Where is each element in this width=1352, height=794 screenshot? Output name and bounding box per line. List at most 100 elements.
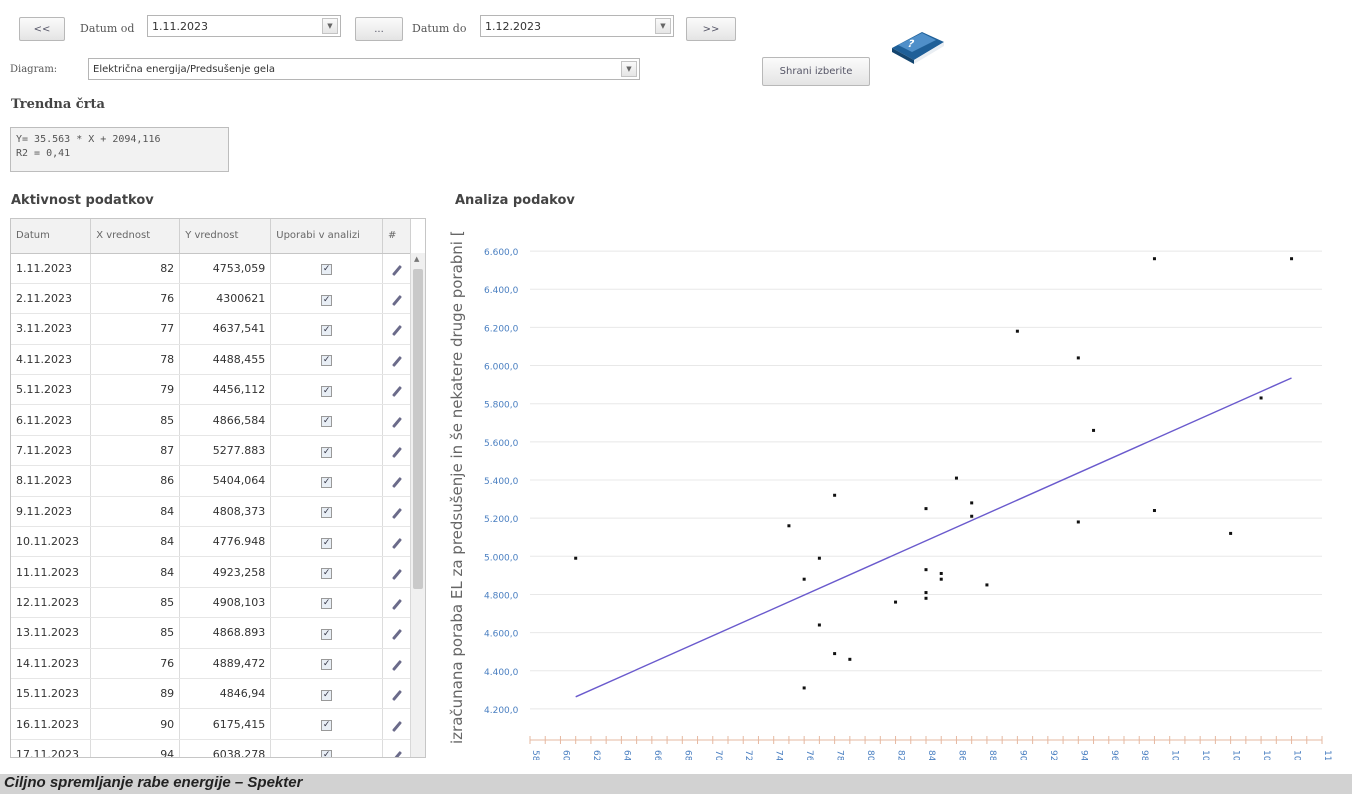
scrollbar-thumb[interactable] <box>413 269 423 589</box>
use-in-analysis-checkbox[interactable]: ✓ <box>321 264 333 276</box>
table-row[interactable]: 11.11.2023 84 4923,258 ✓ <box>11 556 411 588</box>
help-book-icon[interactable]: ? <box>888 22 948 64</box>
next-period-button[interactable]: >> <box>686 17 736 41</box>
table-row[interactable]: 9.11.2023 84 4808,373 ✓ <box>11 496 411 528</box>
cell-x-value: 82 <box>90 253 181 284</box>
y-tick-label: 6.000,0 <box>484 363 519 373</box>
use-in-analysis-checkbox[interactable]: ✓ <box>321 750 333 757</box>
edit-pencil-icon[interactable] <box>391 568 402 580</box>
use-in-analysis-checkbox[interactable]: ✓ <box>321 507 333 519</box>
cell-y-value: 4866,584 <box>179 404 272 436</box>
data-point <box>1152 257 1156 261</box>
table-row[interactable]: 2.11.2023 76 4300621 ✓ <box>11 283 411 315</box>
cell-date: 8.11.2023 <box>11 465 92 497</box>
table-scrollbar[interactable]: ▲ <box>410 253 425 757</box>
use-in-analysis-checkbox[interactable]: ✓ <box>321 659 333 671</box>
edit-pencil-icon[interactable] <box>391 750 402 757</box>
cell-y-value: 4488,455 <box>179 344 272 376</box>
use-in-analysis-checkbox[interactable]: ✓ <box>321 598 333 610</box>
table-row[interactable]: 8.11.2023 86 5404,064 ✓ <box>11 465 411 497</box>
table-row[interactable]: 3.11.2023 77 4637,541 ✓ <box>11 313 411 345</box>
use-in-analysis-checkbox[interactable]: ✓ <box>321 476 333 488</box>
table-row[interactable]: 14.11.2023 76 4889,472 ✓ <box>11 648 411 679</box>
table-row[interactable]: 10.11.2023 84 4776.948 ✓ <box>11 526 411 558</box>
table-row[interactable]: 6.11.2023 85 4866,584 ✓ <box>11 404 411 436</box>
column-header[interactable]: Y vrednost <box>179 219 272 254</box>
edit-pencil-icon[interactable] <box>391 720 402 732</box>
data-point <box>848 657 852 661</box>
cell-x-value: 90 <box>90 708 181 740</box>
data-point <box>970 501 974 505</box>
date-from-picker[interactable]: 1.11.2023 ▼ <box>147 15 341 37</box>
edit-pencil-icon[interactable] <box>391 507 402 519</box>
use-in-analysis-checkbox[interactable]: ✓ <box>321 416 333 428</box>
edit-pencil-icon[interactable] <box>391 295 402 307</box>
edit-pencil-icon[interactable] <box>391 325 402 337</box>
cell-y-value: 5277.883 <box>179 435 272 467</box>
use-in-analysis-checkbox[interactable]: ✓ <box>321 689 333 701</box>
use-in-analysis-checkbox[interactable]: ✓ <box>321 324 333 336</box>
cell-x-value: 85 <box>90 404 181 436</box>
use-in-analysis-checkbox[interactable]: ✓ <box>321 720 333 732</box>
edit-pencil-icon[interactable] <box>391 690 402 702</box>
chevron-down-icon[interactable]: ▼ <box>322 18 338 34</box>
table-row[interactable]: 5.11.2023 79 4456,112 ✓ <box>11 374 411 406</box>
use-in-analysis-checkbox[interactable]: ✓ <box>321 355 333 367</box>
cell-x-value: 85 <box>90 587 181 619</box>
date-from-value: 1.11.2023 <box>152 19 208 33</box>
ellipsis-button[interactable]: ... <box>355 17 403 41</box>
date-to-label: Datum do <box>412 22 467 35</box>
edit-pencil-icon[interactable] <box>391 386 402 398</box>
use-in-analysis-checkbox[interactable]: ✓ <box>321 385 333 397</box>
table-row[interactable]: 16.11.2023 90 6175,415 ✓ <box>11 708 411 740</box>
trend-r2: R2 = 0,41 <box>16 148 71 159</box>
edit-pencil-icon[interactable] <box>391 264 402 276</box>
edit-pencil-icon[interactable] <box>391 538 402 550</box>
cell-date: 12.11.2023 <box>11 587 92 619</box>
column-header[interactable]: Uporabi v analizi <box>270 219 384 254</box>
chart-title: Analiza podakov <box>455 193 575 208</box>
data-point <box>1076 520 1080 524</box>
cell-x-value: 89 <box>90 678 181 710</box>
edit-pencil-icon[interactable] <box>391 598 402 611</box>
chevron-down-icon[interactable]: ▼ <box>655 18 671 34</box>
edit-pencil-icon[interactable] <box>391 416 402 428</box>
table-row[interactable]: 13.11.2023 85 4868.893 ✓ <box>11 617 411 649</box>
column-header[interactable]: X vrednost <box>90 219 181 254</box>
chevron-down-icon[interactable]: ▼ <box>621 61 637 77</box>
diagram-label: Diagram: <box>10 64 58 75</box>
save-selection-button[interactable]: Shrani izberite <box>762 57 870 86</box>
table-row[interactable]: 7.11.2023 87 5277.883 ✓ <box>11 435 411 467</box>
table-row[interactable]: 17.11.2023 94 6038,278 ✓ <box>11 739 411 757</box>
y-tick-label: 5.400,0 <box>484 477 519 487</box>
table-row[interactable]: 1.11.2023 82 4753,059 ✓ <box>11 253 411 284</box>
edit-pencil-icon[interactable] <box>391 446 402 459</box>
table-row[interactable]: 12.11.2023 85 4908,103 ✓ <box>11 587 411 619</box>
x-tick-label: 108 <box>1292 750 1302 760</box>
prev-period-button[interactable]: << <box>19 17 65 41</box>
cell-x-value: 76 <box>90 283 181 315</box>
use-in-analysis-checkbox[interactable]: ✓ <box>321 537 333 549</box>
x-tick-label: 106 <box>1261 750 1271 760</box>
date-to-picker[interactable]: 1.12.2023 ▼ <box>480 15 674 37</box>
data-point <box>802 577 806 581</box>
edit-pencil-icon[interactable] <box>391 477 402 489</box>
edit-pencil-icon[interactable] <box>391 659 402 671</box>
column-header[interactable]: # <box>382 219 411 254</box>
table-row[interactable]: 15.11.2023 89 4846,94 ✓ <box>11 678 411 710</box>
column-header[interactable]: Datum <box>11 219 92 254</box>
table-row[interactable]: 4.11.2023 78 4488,455 ✓ <box>11 344 411 376</box>
caption-bar: Ciljno spremljanje rabe energije – Spekt… <box>0 774 1352 794</box>
cell-y-value: 5404,064 <box>179 465 272 497</box>
use-in-analysis-checkbox[interactable]: ✓ <box>321 568 333 580</box>
scroll-up-icon[interactable]: ▲ <box>414 255 420 263</box>
use-in-analysis-checkbox[interactable]: ✓ <box>321 628 333 640</box>
x-tick-label: 58 <box>530 750 540 760</box>
use-in-analysis-checkbox[interactable]: ✓ <box>321 446 333 458</box>
edit-pencil-icon[interactable] <box>391 629 402 641</box>
diagram-select[interactable]: Električna energija/Predsušenje gela ▼ <box>88 58 640 80</box>
data-point <box>970 514 974 518</box>
y-tick-label: 5.200,0 <box>484 515 519 525</box>
edit-pencil-icon[interactable] <box>391 355 402 367</box>
use-in-analysis-checkbox[interactable]: ✓ <box>321 294 333 306</box>
